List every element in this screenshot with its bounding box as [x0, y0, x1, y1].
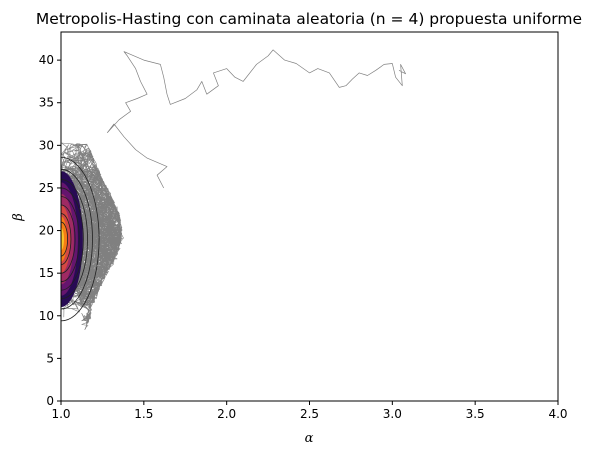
- y-axis-label: β: [11, 213, 26, 222]
- y-tick-label: 40: [39, 53, 54, 67]
- density-contour: [61, 168, 93, 310]
- y-tick-label: 20: [39, 224, 54, 238]
- density-contour: [61, 156, 100, 322]
- x-tick-label: 4.0: [548, 407, 567, 421]
- plot-frame: [60, 31, 559, 402]
- posterior-density: [61, 156, 100, 322]
- y-tick-label: 30: [39, 138, 54, 152]
- x-tick-label: 2.0: [217, 407, 236, 421]
- density-contour: [61, 221, 69, 257]
- y-axis: 0 5 10 15 20 25 30 35 40: [39, 53, 61, 408]
- density-fill: [61, 227, 64, 251]
- x-tick-label: 3.5: [466, 407, 485, 421]
- chain-tail: [107, 49, 406, 189]
- y-tick-label: 5: [46, 351, 54, 365]
- x-axis-label: α: [305, 431, 314, 446]
- x-tick-label: 1.5: [134, 407, 153, 421]
- x-tick-label: 1.0: [51, 407, 70, 421]
- x-tick-label: 2.5: [300, 407, 319, 421]
- y-tick-label: 25: [39, 181, 54, 195]
- y-tick-label: 35: [39, 96, 54, 110]
- chain-tail-line: [107, 49, 406, 189]
- x-tick-label: 3.0: [383, 407, 402, 421]
- density-contour: [61, 179, 88, 300]
- x-axis: 1.0 1.5 2.0 2.5 3.0 3.5 4.0: [51, 401, 568, 421]
- density-contour: [61, 196, 80, 283]
- y-tick-label: 10: [39, 309, 54, 323]
- y-tick-label: 15: [39, 266, 54, 280]
- chart-title: Metropolis-Hasting con caminata aleatori…: [36, 10, 582, 28]
- plot-area: [61, 49, 406, 331]
- y-tick-label: 0: [46, 394, 54, 408]
